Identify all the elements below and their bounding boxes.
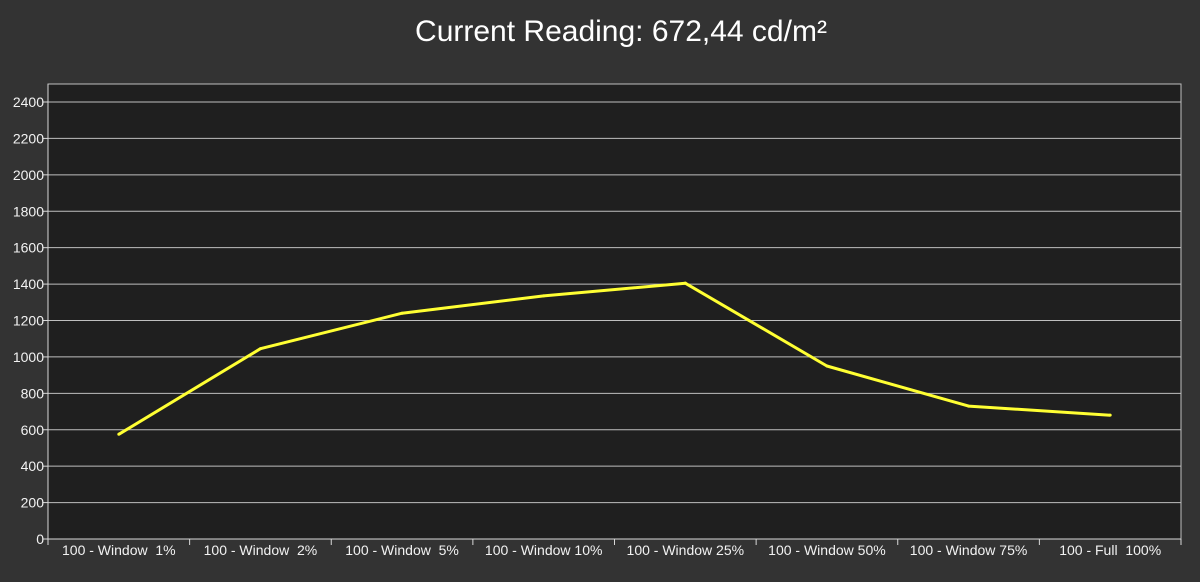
chart-title: Current Reading: 672,44 cd/m² [415, 15, 827, 48]
y-tick-label-2200: 2200 [13, 130, 44, 146]
y-tick-label-0: 0 [36, 531, 44, 547]
y-tick-label-600: 600 [21, 422, 45, 438]
x-tick-label-3: 100 - Window 10% [485, 542, 603, 558]
x-tick-label-0: 100 - Window 1% [62, 542, 176, 558]
y-tick-label-400: 400 [21, 458, 45, 474]
data-point-0-6 [967, 404, 971, 408]
x-tick-label-2: 100 - Window 5% [345, 542, 459, 558]
x-tick-label-7: 100 - Full 100% [1059, 542, 1161, 558]
y-tick-label-1400: 1400 [13, 276, 44, 292]
y-tick-label-2400: 2400 [13, 94, 44, 110]
y-tick-label-200: 200 [21, 495, 45, 511]
y-tick-label-1800: 1800 [13, 203, 44, 219]
x-tick-label-1: 100 - Window 2% [204, 542, 318, 558]
data-point-0-5 [825, 364, 829, 368]
x-tick-label-4: 100 - Window 25% [627, 542, 745, 558]
data-point-0-2 [400, 311, 404, 315]
x-tick-label-5: 100 - Window 50% [768, 542, 886, 558]
y-tick-label-800: 800 [21, 385, 45, 401]
y-tick-label-1000: 1000 [13, 349, 44, 365]
x-tick-label-6: 100 - Window 75% [910, 542, 1028, 558]
data-point-0-0 [117, 432, 121, 436]
data-point-0-1 [258, 347, 262, 351]
data-point-0-4 [683, 281, 687, 285]
grid-lines [48, 101, 1181, 504]
data-point-0-3 [542, 294, 546, 298]
plot-area [47, 83, 1182, 540]
axes [43, 84, 1182, 545]
series-line-0 [118, 281, 1111, 436]
x-axis-tick-labels: 100 - Window 1% 100 - Window 2% 100 - Wind… [62, 542, 1161, 558]
y-tick-label-1600: 1600 [13, 240, 44, 256]
y-axis-tick-labels: 0 200 400 600 800 1000 1200 1400 1600 1800 2000 220… [13, 94, 44, 547]
y-tick-label-2000: 2000 [13, 167, 44, 183]
y-tick-label-1200: 1200 [13, 313, 44, 329]
series-layer [117, 281, 1112, 436]
data-point-0-7 [1108, 413, 1112, 417]
